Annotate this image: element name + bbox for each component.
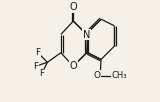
Text: F: F — [33, 62, 39, 71]
Text: O: O — [69, 61, 77, 71]
Text: F: F — [35, 48, 40, 57]
Text: CH₃: CH₃ — [112, 71, 127, 80]
Text: O: O — [69, 2, 77, 12]
Text: N: N — [83, 29, 90, 39]
Text: F: F — [39, 69, 44, 78]
Text: O: O — [93, 71, 100, 80]
